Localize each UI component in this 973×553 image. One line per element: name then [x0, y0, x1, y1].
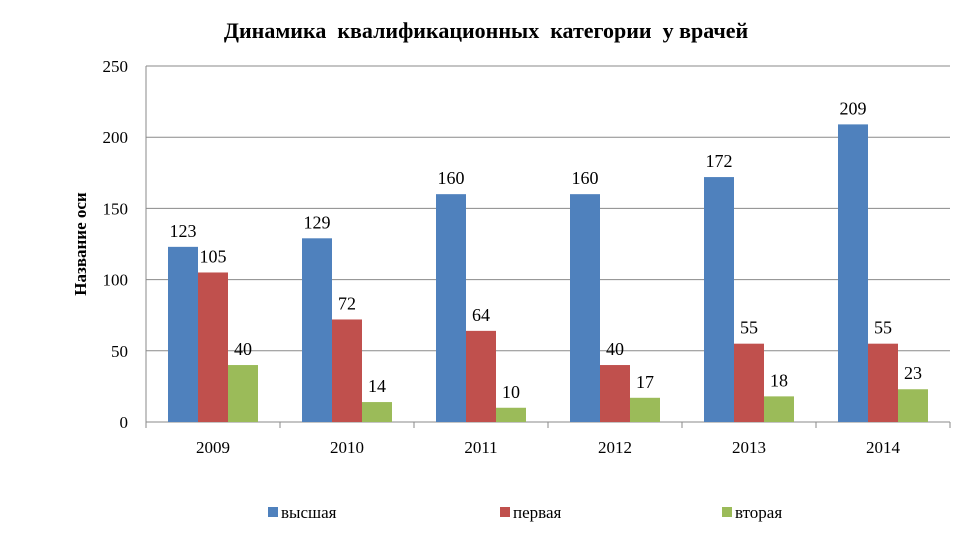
- legend: высшая первая вторая: [268, 503, 782, 522]
- bar-первая-2010: [332, 319, 362, 422]
- data-label-первая-2013: 55: [740, 318, 758, 338]
- bar-вторая-2014: [898, 389, 928, 422]
- y-axis-label: Название оси: [71, 192, 90, 296]
- x-tick-labels: 2009 2010 2011 2012 2013 2014: [196, 438, 901, 457]
- legend-swatch-первая: [500, 507, 510, 517]
- y-tick-label-250: 250: [103, 57, 129, 76]
- y-tick-label-100: 100: [103, 271, 129, 290]
- bar-вторая-2011: [496, 407, 526, 422]
- data-label-первая-2010: 72: [338, 293, 356, 313]
- data-label-вторая-2011: 10: [502, 382, 520, 402]
- bar-высшая-2010: [302, 238, 332, 422]
- bar-высшая-2009: [168, 246, 198, 422]
- data-label-вторая-2010: 14: [368, 376, 386, 396]
- data-label-первая-2009: 105: [200, 246, 227, 266]
- bar-высшая-2012: [570, 194, 600, 422]
- x-tick-label-2010: 2010: [330, 438, 364, 457]
- data-label-первая-2012: 40: [606, 339, 624, 359]
- axes: [145, 66, 951, 428]
- data-label-вторая-2014: 23: [904, 363, 922, 383]
- bar-высшая-2014: [838, 124, 868, 422]
- legend-label-первая: первая: [513, 503, 561, 522]
- legend-label-вторая: вторая: [735, 503, 782, 522]
- data-label-высшая-2012: 160: [572, 168, 599, 188]
- gridlines: [146, 65, 950, 352]
- data-label-высшая-2009: 123: [170, 221, 197, 241]
- chart-title: Динамика квалификационных категории у вр…: [224, 18, 749, 43]
- y-tick-label-0: 0: [120, 413, 129, 432]
- data-label-высшая-2011: 160: [438, 168, 465, 188]
- bar-первая-2009: [198, 272, 228, 422]
- bar-первая-2012: [600, 365, 630, 422]
- data-label-вторая-2012: 17: [636, 372, 654, 392]
- x-tick-label-2014: 2014: [866, 438, 901, 457]
- data-label-первая-2014: 55: [874, 318, 892, 338]
- y-tick-label-150: 150: [103, 199, 129, 218]
- bar-первая-2013: [734, 343, 764, 422]
- x-tick-label-2009: 2009: [196, 438, 230, 457]
- data-label-высшая-2010: 129: [304, 212, 331, 232]
- y-tick-label-50: 50: [111, 342, 128, 361]
- bar-первая-2014: [868, 343, 898, 422]
- bar-высшая-2013: [704, 177, 734, 422]
- bar-вторая-2012: [630, 397, 660, 422]
- legend-swatch-высшая: [268, 507, 278, 517]
- x-tick-label-2012: 2012: [598, 438, 632, 457]
- x-tick-label-2011: 2011: [464, 438, 497, 457]
- data-label-высшая-2014: 209: [840, 98, 867, 118]
- x-tick-label-2013: 2013: [732, 438, 766, 457]
- bar-вторая-2013: [764, 396, 794, 422]
- bars: [168, 124, 928, 422]
- data-label-первая-2011: 64: [472, 305, 490, 325]
- bar-первая-2011: [466, 330, 496, 422]
- legend-swatch-вторая: [722, 507, 732, 517]
- data-label-высшая-2013: 172: [706, 151, 733, 171]
- y-tick-label-200: 200: [103, 128, 129, 147]
- bar-высшая-2011: [436, 194, 466, 422]
- legend-label-высшая: высшая: [281, 503, 337, 522]
- bar-вторая-2010: [362, 402, 392, 422]
- y-tick-labels: 0 50 100 150 200 250: [103, 57, 129, 432]
- bar-вторая-2009: [228, 365, 258, 422]
- data-label-вторая-2009: 40: [234, 339, 252, 359]
- data-label-вторая-2013: 18: [770, 370, 788, 390]
